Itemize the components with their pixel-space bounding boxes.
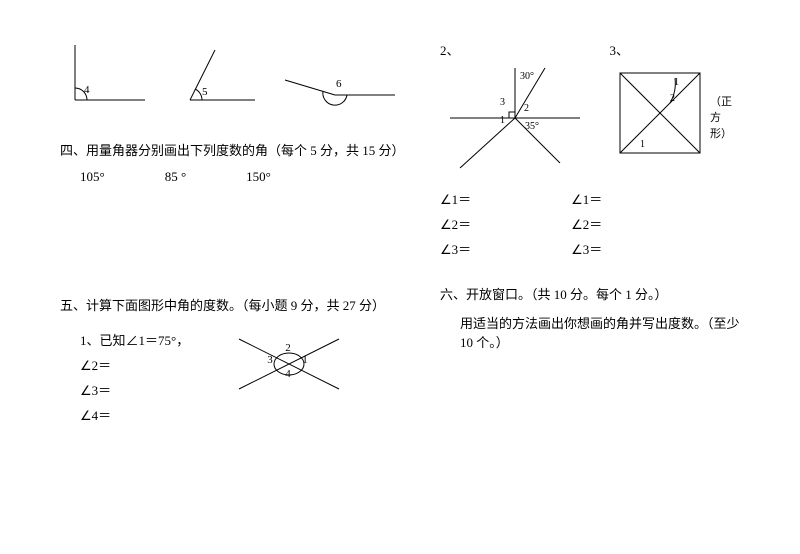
q3-n1: 1	[674, 77, 679, 88]
q3-a2: ∠2＝	[571, 214, 602, 233]
q2-q3-labels: 2、 3、	[440, 40, 740, 59]
section-4-angles: 105° 85 ° 150°	[80, 169, 400, 185]
angle-85: 85 °	[165, 169, 186, 185]
q3-svg	[610, 63, 710, 163]
q1-a2: ∠2＝	[80, 355, 189, 374]
q1-dl-2: 2	[285, 342, 291, 354]
section-6-title: 六、开放窗口。（共 10 分。每个 1 分。）	[440, 284, 740, 303]
q3-a1: ∠1＝	[571, 189, 602, 208]
figure-angle-6: 6	[280, 40, 400, 110]
q1-a3: ∠3＝	[80, 380, 189, 399]
q2-n3: 3	[500, 97, 505, 108]
right-column: 2、 3、 30° 3 2 1 35°	[440, 40, 740, 430]
angle-5-svg	[170, 40, 260, 110]
q3-n2: 2	[670, 93, 675, 104]
q2-answers: ∠1＝ ∠2＝ ∠3＝	[440, 183, 471, 264]
section-4-title: 四、用量角器分别画出下列度数的角（每个 5 分，共 15 分）	[60, 140, 400, 159]
angle-6-svg	[280, 40, 400, 110]
page: 4 5 6 四、用量角器分别画出下列度数的角（	[60, 40, 740, 430]
q1-a4: ∠4＝	[80, 405, 189, 424]
q1-dl-3: 3	[267, 354, 273, 366]
q2-30: 30°	[520, 71, 534, 82]
label-5: 5	[202, 86, 208, 98]
q2-q3-answers: ∠1＝ ∠2＝ ∠3＝ ∠1＝ ∠2＝ ∠3＝	[440, 183, 740, 264]
q3-answers: ∠1＝ ∠2＝ ∠3＝	[571, 183, 602, 264]
figure-angle-4: 4	[60, 40, 150, 110]
q2-35: 35°	[525, 121, 539, 132]
q2-n1: 1	[500, 115, 505, 126]
q1-diagram: 1 2 3 4	[229, 324, 349, 404]
label-4: 4	[84, 84, 90, 96]
q3-a3: ∠3＝	[571, 239, 602, 258]
q2-a2: ∠2＝	[440, 214, 471, 233]
section-6-sub: 用适当的方法画出你想画的角并写出度数。（至少 10 个。）	[460, 313, 740, 351]
angle-150: 150°	[246, 169, 271, 185]
q2-n2: 2	[524, 103, 529, 114]
label-6: 6	[336, 78, 342, 90]
q2-q3-diagrams: 30° 3 2 1 35° 1 2 1 （正方形）	[440, 63, 740, 173]
section-5-title: 五、计算下面图形中角的度数。（每小题 9 分，共 27 分）	[60, 295, 400, 314]
q1-given: 1、已知∠1＝75°，	[80, 330, 189, 349]
q2-a1: ∠1＝	[440, 189, 471, 208]
q2-svg	[440, 63, 590, 173]
q3-diagram: 1 2 1 （正方形）	[610, 63, 710, 163]
section-5-q1: 1、已知∠1＝75°， ∠2＝ ∠3＝ ∠4＝ 1 2 3 4	[60, 324, 400, 430]
q3-label: 3、	[610, 40, 630, 59]
q1-dl-4: 4	[285, 368, 291, 380]
q3-square-note: （正方形）	[710, 93, 732, 141]
q2-a3: ∠3＝	[440, 239, 471, 258]
left-column: 4 5 6 四、用量角器分别画出下列度数的角（	[60, 40, 400, 430]
q2-label: 2、	[440, 40, 460, 59]
q3-n1b: 1	[640, 139, 645, 150]
figure-angle-5: 5	[170, 40, 260, 110]
q1-svg	[229, 324, 349, 404]
q2-diagram: 30° 3 2 1 35°	[440, 63, 590, 173]
top-figures-row: 4 5 6	[60, 40, 400, 110]
angle-105: 105°	[80, 169, 105, 185]
q1-dl-1: 1	[302, 354, 308, 366]
angle-4-svg	[60, 40, 150, 110]
q1-text-block: 1、已知∠1＝75°， ∠2＝ ∠3＝ ∠4＝	[80, 324, 189, 430]
